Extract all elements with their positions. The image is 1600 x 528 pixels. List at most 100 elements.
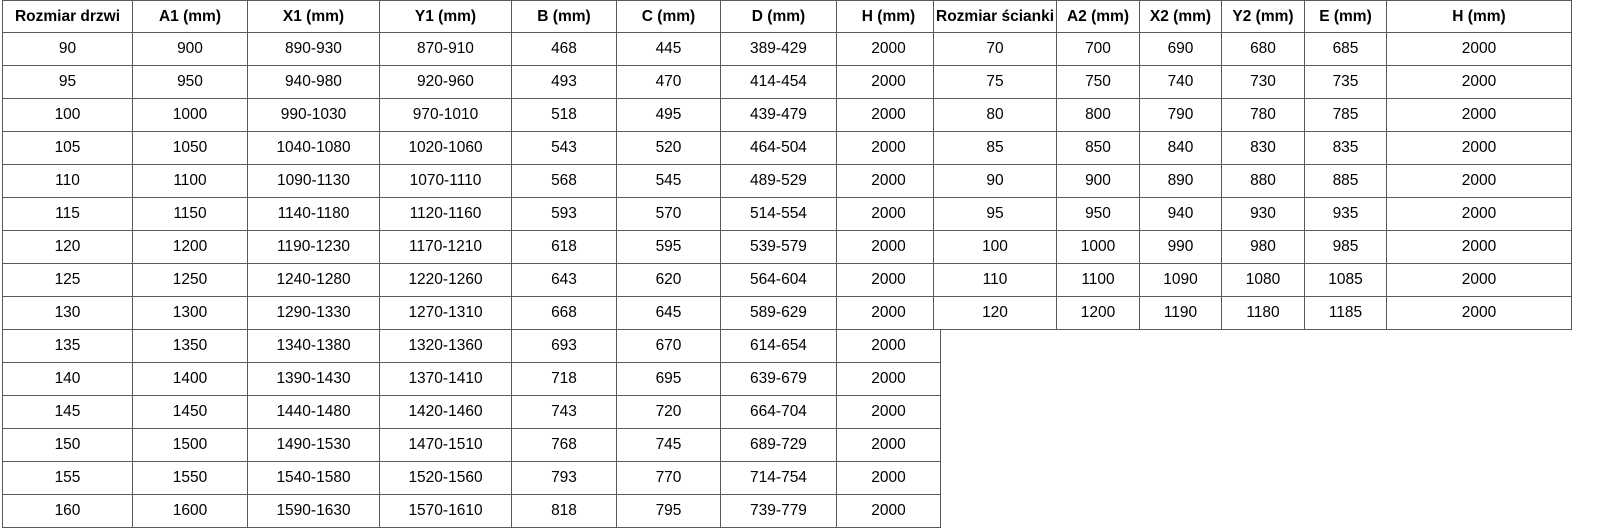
wall-column-header-0: Rozmiar ścianki (933, 0, 1057, 33)
table-cell: 695 (616, 362, 721, 396)
table-row: 90 900 890-930 870-910 468 445 389-429 2000 (2, 32, 941, 66)
table-cell: 818 (511, 494, 617, 528)
table-cell: 750 (1056, 65, 1140, 99)
table-cell: 445 (616, 32, 721, 66)
table-cell: 1590-1630 (247, 494, 380, 528)
table-cell: 2000 (1386, 296, 1572, 330)
table-cell: 980 (1221, 230, 1305, 264)
table-cell: 790 (1139, 98, 1222, 132)
table-cell: 645 (616, 296, 721, 330)
table-cell: 935 (1304, 197, 1387, 231)
table-row: 145 1450 1440-1480 1420-1460 743 720 664-704 20… (2, 395, 941, 429)
table-cell: 589-629 (720, 296, 837, 330)
table-cell: 2000 (836, 65, 941, 99)
table-cell: 2000 (836, 197, 941, 231)
table-row: 75 750 740 730 735 2000 (933, 65, 1572, 99)
table-cell: 770 (616, 461, 721, 495)
door-table-header: Rozmiar drzwi A1 (mm) X1 (mm) Y1 (mm) B (mm)… (2, 0, 941, 33)
table-cell: 643 (511, 263, 617, 297)
table-cell: 1440-1480 (247, 395, 380, 429)
table-cell: 595 (616, 230, 721, 264)
table-cell: 870-910 (379, 32, 512, 66)
table-cell: 1270-1310 (379, 296, 512, 330)
table-cell: 1100 (132, 164, 248, 198)
table-cell: 414-454 (720, 65, 837, 99)
table-cell: 670 (616, 329, 721, 363)
table-cell: 664-704 (720, 395, 837, 429)
table-cell: 1240-1280 (247, 263, 380, 297)
table-cell: 1050 (132, 131, 248, 165)
table-cell: 2000 (1386, 197, 1572, 231)
wall-column-header-2: X2 (mm) (1139, 0, 1222, 33)
table-cell: 793 (511, 461, 617, 495)
table-cell: 2000 (836, 395, 941, 429)
table-row: 160 1600 1590-1630 1570-1610 818 795 739-779 20… (2, 494, 941, 528)
table-cell: 1500 (132, 428, 248, 462)
table-cell: 1390-1430 (247, 362, 380, 396)
table-cell: 90 (2, 32, 133, 66)
table-cell: 1250 (132, 263, 248, 297)
table-cell: 1170-1210 (379, 230, 512, 264)
table-cell: 639-679 (720, 362, 837, 396)
table-cell: 155 (2, 461, 133, 495)
table-cell: 1400 (132, 362, 248, 396)
table-cell: 900 (132, 32, 248, 66)
table-cell: 495 (616, 98, 721, 132)
table-cell: 135 (2, 329, 133, 363)
table-cell: 970-1010 (379, 98, 512, 132)
table-cell: 785 (1304, 98, 1387, 132)
table-cell: 718 (511, 362, 617, 396)
door-column-header-2: X1 (mm) (247, 0, 380, 33)
table-cell: 1320-1360 (379, 329, 512, 363)
wall-column-header-4: E (mm) (1304, 0, 1387, 33)
table-cell: 743 (511, 395, 617, 429)
table-cell: 795 (616, 494, 721, 528)
table-cell: 564-604 (720, 263, 837, 297)
table-cell: 693 (511, 329, 617, 363)
table-cell: 570 (616, 197, 721, 231)
table-cell: 470 (616, 65, 721, 99)
table-cell: 539-579 (720, 230, 837, 264)
table-cell: 70 (933, 32, 1057, 66)
door-column-header-6: D (mm) (720, 0, 837, 33)
table-cell: 85 (933, 131, 1057, 165)
table-cell: 700 (1056, 32, 1140, 66)
table-cell: 115 (2, 197, 133, 231)
table-cell: 1520-1560 (379, 461, 512, 495)
table-cell: 1550 (132, 461, 248, 495)
table-cell: 685 (1304, 32, 1387, 66)
table-cell: 140 (2, 362, 133, 396)
table-cell: 614-654 (720, 329, 837, 363)
table-cell: 100 (2, 98, 133, 132)
table-row: 100 1000 990 980 985 2000 (933, 230, 1572, 264)
table-cell: 950 (1056, 197, 1140, 231)
table-cell: 1570-1610 (379, 494, 512, 528)
table-cell: 2000 (1386, 65, 1572, 99)
table-cell: 568 (511, 164, 617, 198)
table-cell: 2000 (836, 428, 941, 462)
table-row: 120 1200 1190 1180 1185 2000 (933, 296, 1572, 330)
door-column-header-3: Y1 (mm) (379, 0, 512, 33)
table-cell: 2000 (836, 263, 941, 297)
table-cell: 680 (1221, 32, 1305, 66)
table-cell: 890-930 (247, 32, 380, 66)
table-cell: 720 (616, 395, 721, 429)
table-cell: 730 (1221, 65, 1305, 99)
table-cell: 2000 (836, 32, 941, 66)
table-cell: 1200 (1056, 296, 1140, 330)
table-cell: 1600 (132, 494, 248, 528)
table-row: 125 1250 1240-1280 1220-1260 643 620 564-604 20… (2, 263, 941, 297)
table-cell: 468 (511, 32, 617, 66)
table-row: 130 1300 1290-1330 1270-1310 668 645 589-629 20… (2, 296, 941, 330)
table-cell: 2000 (836, 131, 941, 165)
table-cell: 464-504 (720, 131, 837, 165)
table-row: 85 850 840 830 835 2000 (933, 131, 1572, 165)
table-cell: 493 (511, 65, 617, 99)
table-cell: 2000 (1386, 131, 1572, 165)
table-cell: 1450 (132, 395, 248, 429)
table-cell: 2000 (836, 329, 941, 363)
table-cell: 1085 (1304, 263, 1387, 297)
table-cell: 1120-1160 (379, 197, 512, 231)
table-cell: 985 (1304, 230, 1387, 264)
table-cell: 2000 (1386, 98, 1572, 132)
